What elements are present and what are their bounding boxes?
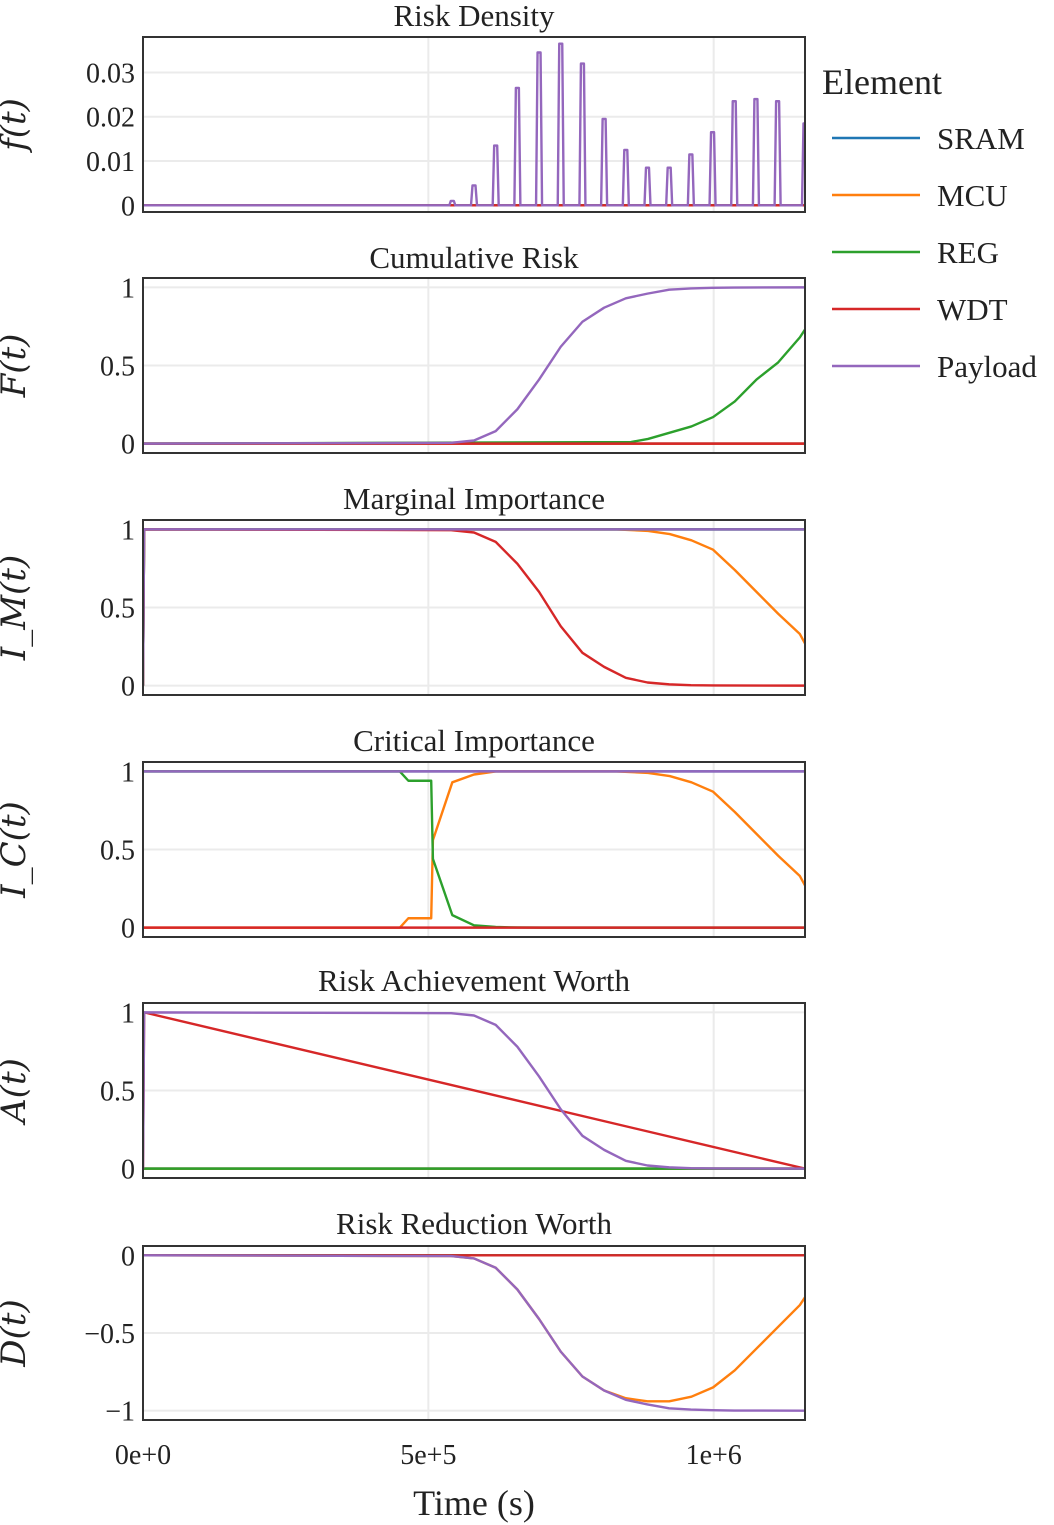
legend-entry-reg: REG <box>832 235 999 270</box>
panel-risk-density: 0 0.01 0.02 0.03 Risk Density f(t) <box>0 0 806 222</box>
plot-frame <box>142 277 806 454</box>
x-tick-label: 0e+0 <box>115 1440 171 1471</box>
series-line-wdt <box>143 528 805 687</box>
legend-label: WDT <box>937 292 1008 327</box>
legend-label: MCU <box>937 178 1008 213</box>
series-group <box>143 1011 805 1170</box>
legend-entry-wdt: WDT <box>832 292 1008 327</box>
y-tick-label: 0.5 <box>100 836 135 867</box>
y-tick-label: 0.02 <box>86 103 135 134</box>
plot-frame <box>142 36 806 213</box>
legend-entry-mcu: MCU <box>832 178 1008 213</box>
panel-title: Risk Reduction Worth <box>336 1206 612 1241</box>
panel-cumulative-risk: 0 0.5 1 Cumulative Risk F(t) <box>0 240 806 461</box>
legend-title: Element <box>822 62 942 102</box>
y-tick-label: −1 <box>105 1397 135 1428</box>
x-tick-label: 5e+5 <box>400 1440 456 1471</box>
series-line-reg <box>143 328 805 445</box>
y-axis-label: A(t) <box>0 1058 34 1126</box>
legend-entry-sram: SRAM <box>832 121 1025 156</box>
series-group <box>143 286 805 445</box>
panel-title: Risk Density <box>393 0 555 33</box>
panel-critical-importance: 0 0.5 1 Critical Importance I_C(t) <box>0 723 806 945</box>
y-tick-label: 0 <box>121 1241 135 1272</box>
panel-marginal-importance: 0 0.5 1 Marginal Importance I_M(t) <box>0 481 806 703</box>
panel-title: Critical Importance <box>353 723 595 758</box>
x-tick-label: 1e+6 <box>686 1440 742 1471</box>
y-tick-label: 0.5 <box>100 352 135 383</box>
y-tick-label: 0 <box>121 672 135 703</box>
x-axis: 0e+0 5e+5 1e+6 <box>115 1440 742 1471</box>
subplots: 0 0.01 0.02 0.03 Risk Density f(t) 0 0.5 1 Cumula… <box>0 0 806 1428</box>
y-tick-label: 0.5 <box>100 1077 135 1108</box>
y-axis-label: f(t) <box>0 98 34 154</box>
panel-title: Marginal Importance <box>343 481 605 516</box>
y-axis-label: F(t) <box>0 334 34 399</box>
legend-entry-payload: Payload <box>832 349 1037 384</box>
y-tick-label: 0.5 <box>100 594 135 625</box>
series-group <box>143 1254 805 1412</box>
series-line-mcu <box>143 1254 805 1403</box>
panel-risk-achievement-worth: 0 0.5 1 Risk Achievement Worth A(t) <box>0 963 806 1186</box>
panel-title: Risk Achievement Worth <box>318 963 631 998</box>
legend-label: SRAM <box>937 121 1025 156</box>
y-tick-label: 1 <box>121 273 135 304</box>
series-line-payload <box>143 42 805 207</box>
y-tick-label: 0 <box>121 1155 135 1186</box>
series-line-payload <box>143 1254 805 1412</box>
series-group <box>143 770 805 929</box>
y-axis-label: I_M(t) <box>0 555 34 661</box>
series-line-payload <box>143 286 805 445</box>
series-group <box>143 42 805 207</box>
plot-frame <box>142 1002 806 1179</box>
plot-frame <box>142 761 806 938</box>
legend-label: Payload <box>937 349 1037 384</box>
y-tick-label: 0.01 <box>86 147 135 178</box>
series-line-payload <box>143 1011 805 1170</box>
y-tick-label: 1 <box>121 998 135 1029</box>
y-tick-label: 0.03 <box>86 58 135 89</box>
panel-risk-reduction-worth: 0 −0.5 −1 Risk Reduction Worth D(t) <box>0 1206 806 1428</box>
legend: Element SRAM MCU REG WDT Payload <box>822 62 1037 384</box>
panel-title: Cumulative Risk <box>369 240 579 275</box>
y-tick-label: 0 <box>121 914 135 945</box>
y-axis-label: I_C(t) <box>0 801 34 899</box>
plot-frame <box>142 1245 806 1421</box>
x-axis-label: Time (s) <box>413 1483 535 1523</box>
y-tick-label: 0 <box>121 430 135 461</box>
legend-label: REG <box>937 235 999 270</box>
plot-frame <box>142 519 806 696</box>
y-tick-label: 1 <box>121 515 135 546</box>
y-tick-label: 1 <box>121 757 135 788</box>
y-tick-label: 0 <box>121 191 135 222</box>
y-axis-label: D(t) <box>0 1299 34 1367</box>
y-tick-label: −0.5 <box>84 1319 135 1350</box>
